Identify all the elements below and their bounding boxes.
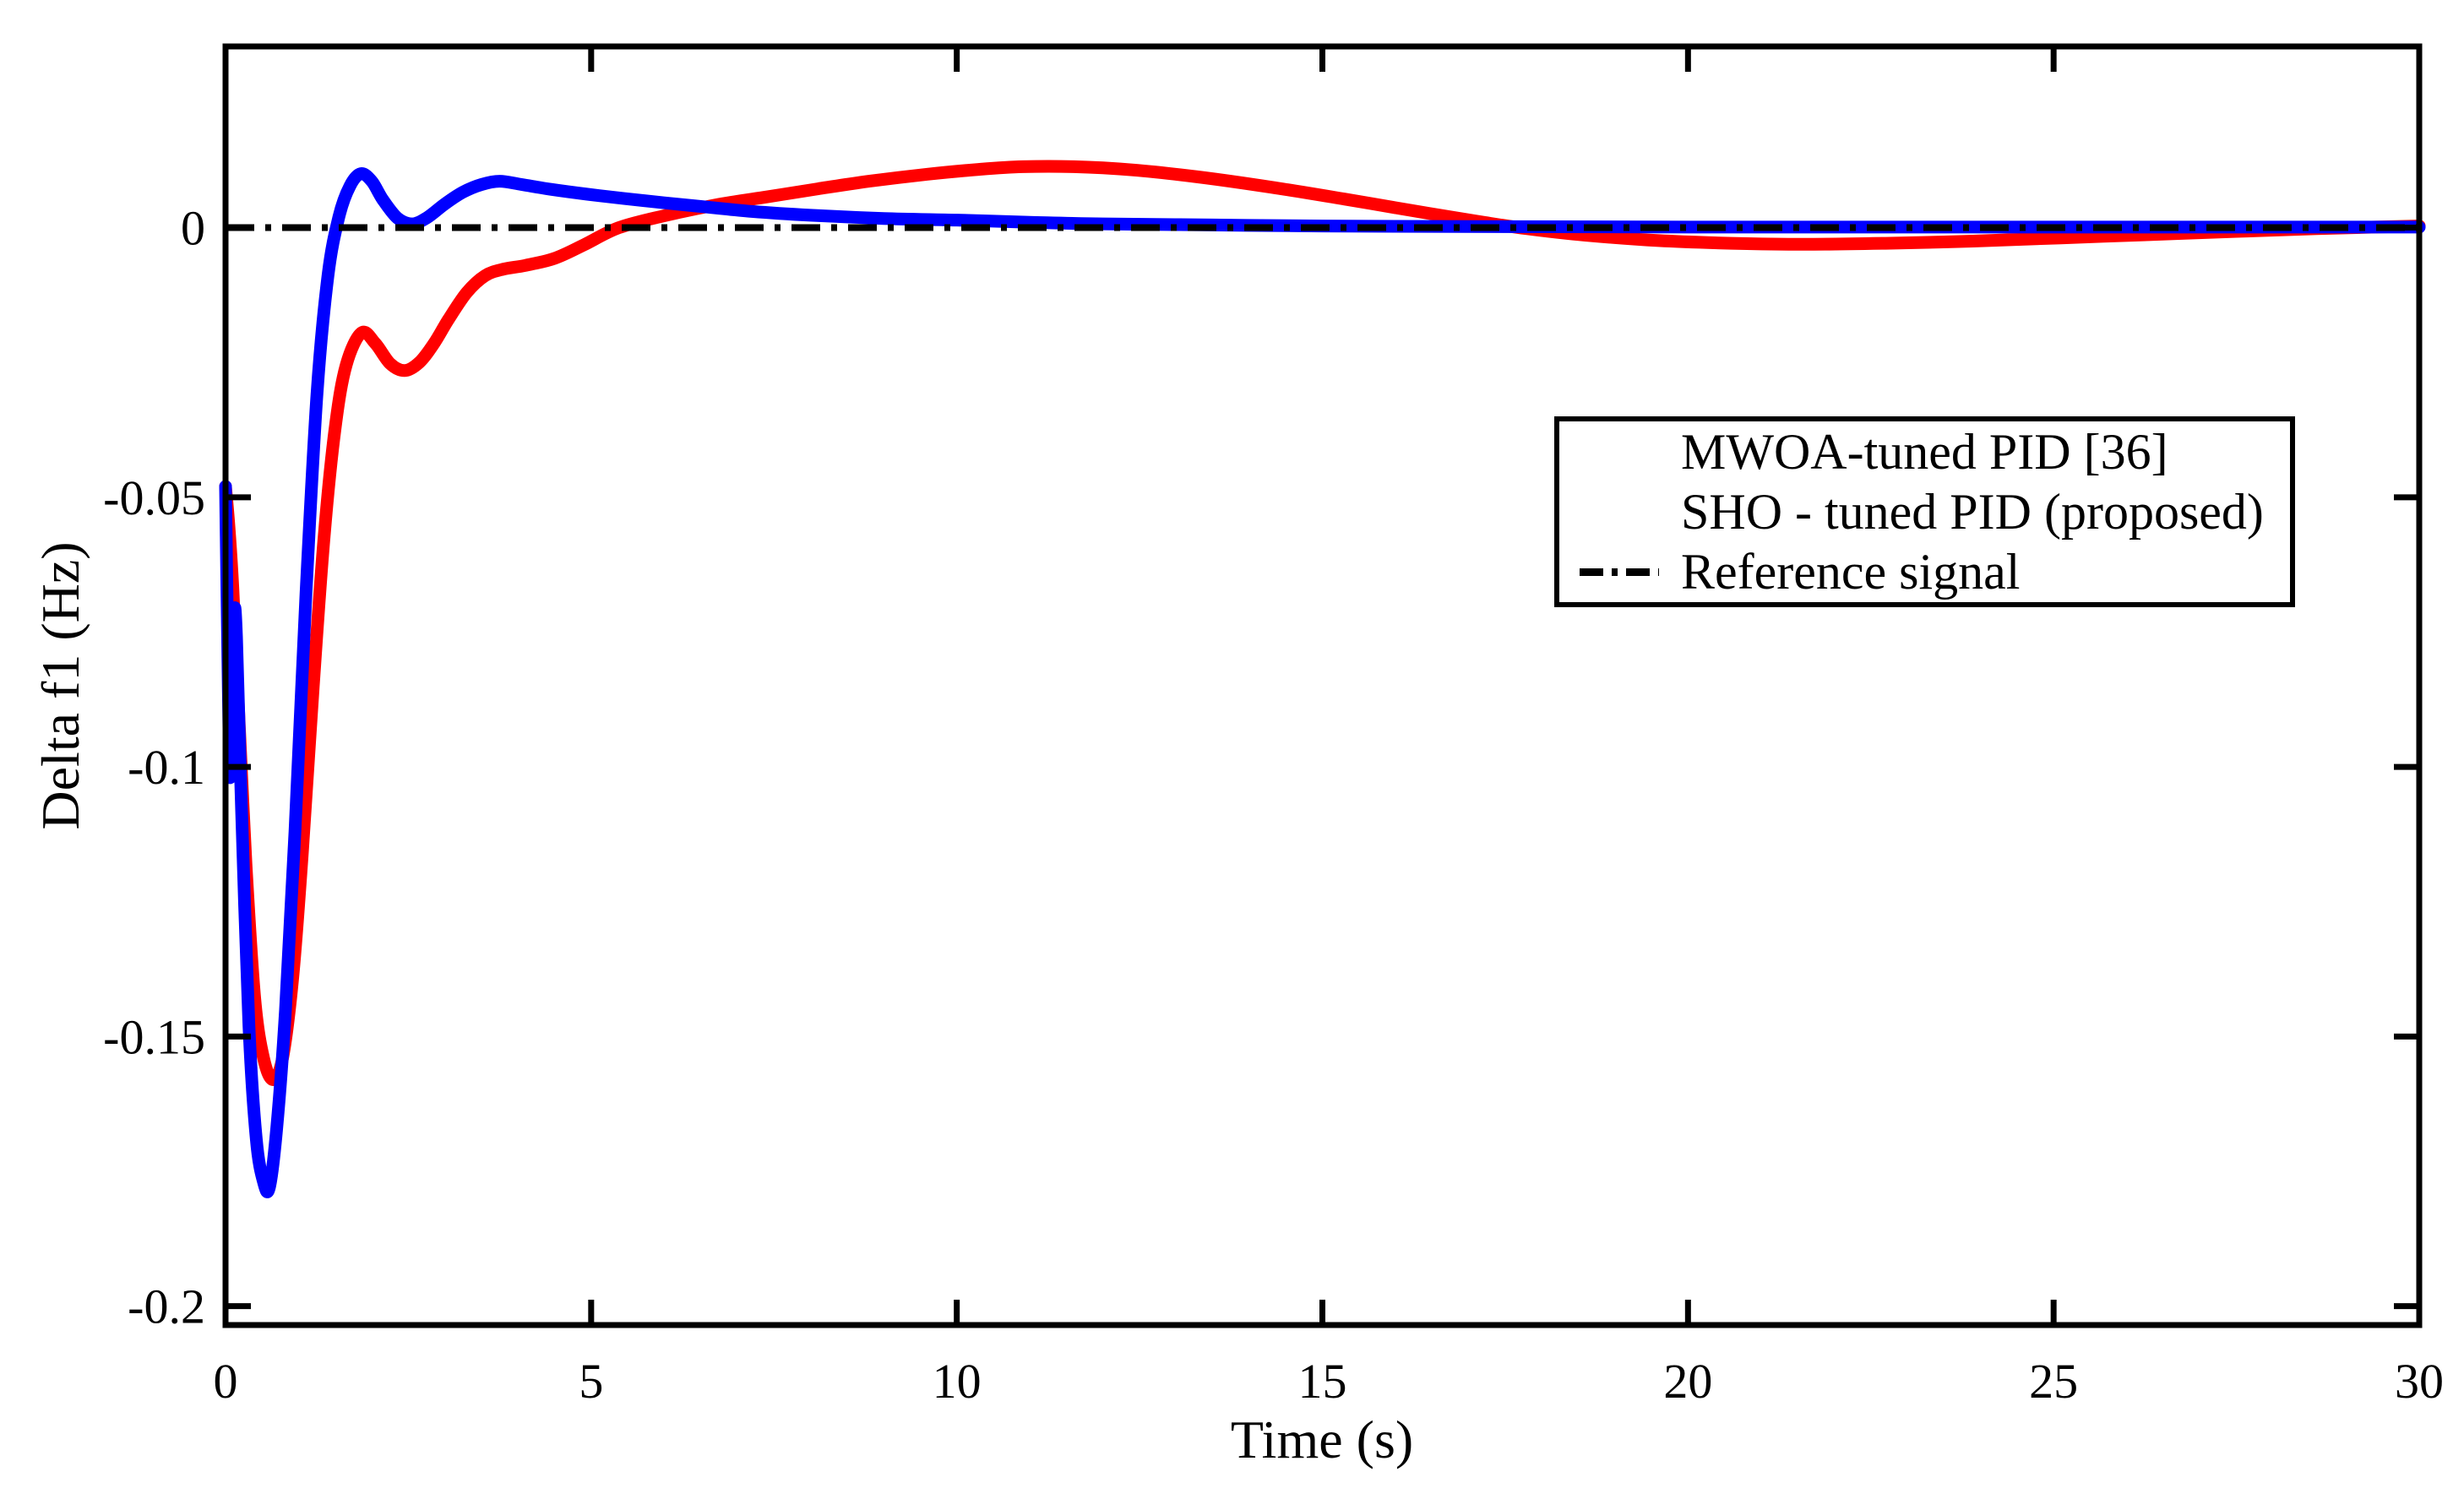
legend-item-reference: Reference signal [1559, 542, 2290, 602]
legend-label-reference: Reference signal [1681, 544, 2021, 600]
x-axis-label: Time (s) [1230, 1409, 1414, 1469]
legend-item-sho: SHO - tuned PID (proposed) [1559, 482, 2290, 542]
y-tick-label: 0 [181, 201, 205, 256]
x-tick-label: 30 [2395, 1354, 2444, 1409]
y-tick-label: -0.1 [128, 740, 205, 795]
legend-line-sample-red [1580, 447, 1659, 458]
y-tick-label: -0.2 [128, 1279, 205, 1334]
x-tick-label: 20 [1663, 1354, 1712, 1409]
y-tick-label: -0.15 [103, 1009, 205, 1064]
x-tick-label: 15 [1298, 1354, 1347, 1409]
y-axis-label: Delta f1 (Hz) [30, 541, 90, 830]
x-tick-label: 5 [579, 1354, 603, 1409]
legend-line-sample-blue [1580, 507, 1659, 518]
x-tick-label: 10 [933, 1354, 982, 1409]
x-tick-label: 25 [2029, 1354, 2078, 1409]
series-line-0-mwoa-tuned-pid-36- [219, 160, 2426, 1086]
series-line-1-sho-tuned-pid-proposed- [219, 167, 2426, 1198]
legend-label-sho: SHO - tuned PID (proposed) [1681, 484, 2264, 540]
legend-line-sample-dashdot [1580, 568, 1659, 576]
legend-item-mwoa: MWOA-tuned PID [36] [1559, 422, 2290, 482]
legend-label-mwoa: MWOA-tuned PID [36] [1681, 424, 2168, 480]
y-tick-label: -0.05 [103, 470, 205, 525]
x-tick-label: 0 [214, 1354, 238, 1409]
legend-box: MWOA-tuned PID [36] SHO - tuned PID (pro… [1554, 416, 2295, 607]
